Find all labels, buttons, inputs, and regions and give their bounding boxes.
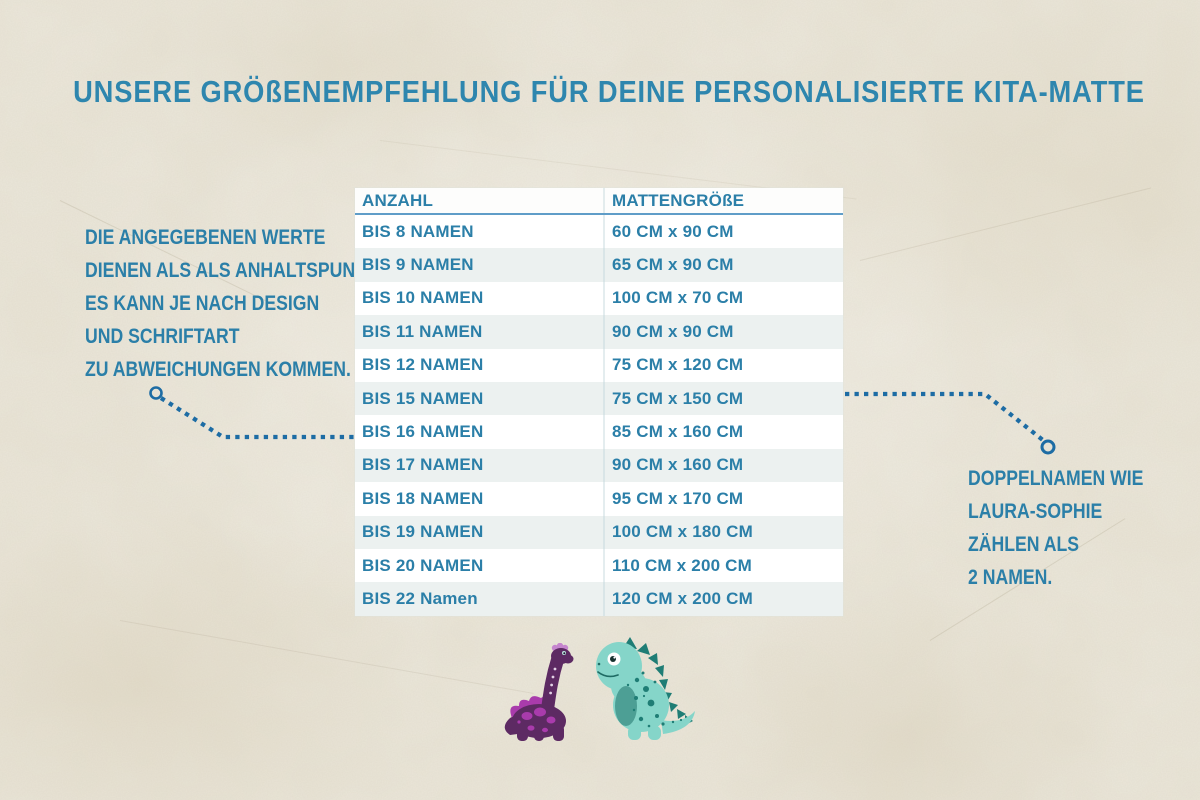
table-header-row: ANZAHL MATTENGRÖßE bbox=[355, 188, 843, 215]
note-line: 2 NAMEN. bbox=[968, 566, 1053, 589]
cell-anzahl: BIS 20 NAMEN bbox=[362, 555, 484, 575]
note-line: DOPPELNAMEN WIE bbox=[968, 467, 1144, 490]
purple-sauropod-dino-icon bbox=[504, 643, 574, 741]
table-row: BIS 10 NAMEN 100 CM x 70 CM bbox=[355, 281, 843, 316]
cell-anzahl: BIS 11 NAMEN bbox=[362, 321, 483, 341]
note-line: ZÄHLEN ALS bbox=[968, 533, 1080, 556]
cell-groesse: 90 CM x 160 CM bbox=[603, 448, 843, 483]
table-row: BIS 18 NAMEN 95 CM x 170 CM bbox=[355, 482, 843, 516]
cell-anzahl: BIS 17 NAMEN bbox=[362, 455, 484, 475]
note-line: ZU ABWEICHUNGEN KOMMEN. bbox=[85, 358, 351, 381]
cell-anzahl: BIS 10 NAMEN bbox=[362, 288, 484, 308]
note-line: LAURA-SOPHIE bbox=[968, 500, 1103, 523]
left-disclaimer-note: DIE ANGEGEBENEN WERTE DIENEN ALS ALS ANH… bbox=[85, 221, 438, 386]
cell-groesse: 110 CM x 200 CM bbox=[603, 548, 843, 583]
table-row: BIS 16 NAMEN 85 CM x 160 CM bbox=[355, 415, 843, 449]
note-line: ES KANN JE NACH DESIGN bbox=[85, 292, 320, 315]
cell-anzahl: BIS 22 Namen bbox=[362, 588, 478, 608]
cell-anzahl: BIS 12 NAMEN bbox=[362, 355, 484, 375]
cell-groesse: 65 CM x 90 CM bbox=[603, 248, 843, 282]
cell-groesse: 100 CM x 70 CM bbox=[603, 281, 843, 316]
cell-groesse: 90 CM x 90 CM bbox=[603, 315, 843, 349]
column-header-mattengroesse: MATTENGRÖßE bbox=[603, 188, 843, 213]
table-row: BIS 11 NAMEN 90 CM x 90 CM bbox=[355, 315, 843, 349]
cell-groesse: 100 CM x 180 CM bbox=[603, 515, 843, 549]
table-row: BIS 9 NAMEN 65 CM x 90 CM bbox=[355, 248, 843, 282]
table-row: BIS 15 NAMEN 75 CM x 150 CM bbox=[355, 381, 843, 416]
cell-anzahl: BIS 15 NAMEN bbox=[362, 388, 484, 408]
note-line: DIENEN ALS ALS ANHALTSPUNKT. bbox=[85, 259, 382, 282]
table-row: BIS 12 NAMEN 75 CM x 120 CM bbox=[355, 348, 843, 382]
cell-anzahl: BIS 8 NAMEN bbox=[362, 221, 474, 241]
table-row: BIS 8 NAMEN 60 CM x 90 CM bbox=[355, 215, 843, 249]
table-row: BIS 22 Namen 120 CM x 200 CM bbox=[355, 582, 843, 616]
size-recommendation-table: ANZAHL MATTENGRÖßE BIS 8 NAMEN 60 CM x 9… bbox=[355, 188, 843, 616]
column-header-anzahl: ANZAHL bbox=[362, 190, 434, 210]
note-line: DIE ANGEGEBENEN WERTE bbox=[85, 226, 326, 249]
cell-groesse: 75 CM x 120 CM bbox=[603, 348, 843, 382]
cell-groesse: 85 CM x 160 CM bbox=[603, 415, 843, 449]
cell-anzahl: BIS 18 NAMEN bbox=[362, 488, 484, 508]
cell-anzahl: BIS 19 NAMEN bbox=[362, 522, 484, 542]
left-connector-dotted-line bbox=[149, 386, 356, 440]
cell-anzahl: BIS 16 NAMEN bbox=[362, 422, 484, 442]
cell-anzahl: BIS 9 NAMEN bbox=[362, 255, 474, 275]
cell-groesse: 120 CM x 200 CM bbox=[603, 582, 843, 616]
cell-groesse: 75 CM x 150 CM bbox=[603, 381, 843, 416]
right-connector-dotted-line bbox=[845, 391, 1056, 455]
page-title: UNSERE GRÖßENEMPFEHLUNG FÜR DEINE PERSON… bbox=[0, 74, 1200, 110]
cell-groesse: 60 CM x 90 CM bbox=[603, 215, 843, 249]
table-row: BIS 19 NAMEN 100 CM x 180 CM bbox=[355, 515, 843, 549]
note-line: UND SCHRIFTART bbox=[85, 325, 240, 348]
table-row: BIS 17 NAMEN 90 CM x 160 CM bbox=[355, 448, 843, 483]
right-doppelnamen-note: DOPPELNAMEN WIE LAURA-SOPHIE ZÄHLEN ALS … bbox=[968, 462, 1177, 594]
page-title-text: UNSERE GRÖßENEMPFEHLUNG FÜR DEINE PERSON… bbox=[73, 74, 1145, 109]
cell-groesse: 95 CM x 170 CM bbox=[603, 482, 843, 516]
teal-trex-dino-icon bbox=[596, 637, 695, 740]
table-row: BIS 20 NAMEN 110 CM x 200 CM bbox=[355, 548, 843, 583]
